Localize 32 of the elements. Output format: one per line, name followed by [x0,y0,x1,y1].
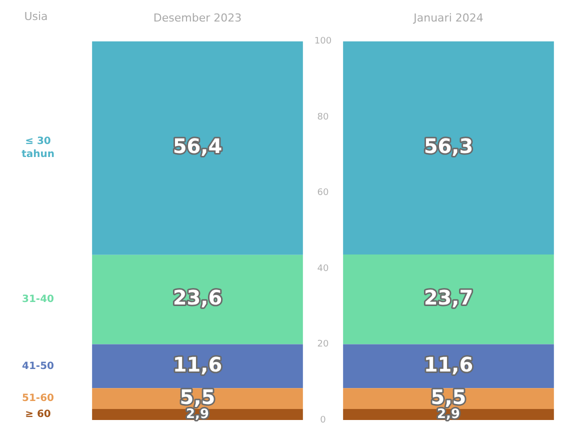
bar [343,254,554,344]
text: 41-50 [22,360,54,372]
data-label: 11,6 [424,352,474,376]
y-tick-label: 60 [317,188,329,198]
data-label: 2,9 [437,406,460,422]
data-label: 56,4 [172,134,222,158]
x-tick-label: Desember 2023 [153,11,242,24]
text: ≥ 60 [25,409,51,420]
text: 31-40 [22,294,54,306]
y-tick-label: 40 [317,264,329,274]
data-label: 23,6 [172,286,222,310]
y-tick-label: 0 [320,415,326,426]
y-tick-label: 100 [314,36,332,47]
data-label: 11,6 [172,352,222,376]
text: ≤ 30 tahun [22,136,54,160]
y-tick-label: 80 [317,112,329,122]
bar [92,344,303,388]
bar [343,41,554,254]
text: 51-60 [22,393,54,404]
data-label: 2,9 [186,406,209,422]
bar [92,254,303,344]
data-label: 56,3 [424,134,474,158]
bar [92,41,303,255]
legend-title: Usia [24,10,48,23]
x-tick-label: Januari 2024 [412,11,484,24]
data-label: 23,7 [424,286,474,310]
bar [343,409,554,420]
data-label: 5,5 [180,384,216,409]
y-tick-label: 20 [317,340,329,350]
data-label: 5,5 [430,384,466,409]
bar [92,409,303,420]
bar [343,344,554,388]
